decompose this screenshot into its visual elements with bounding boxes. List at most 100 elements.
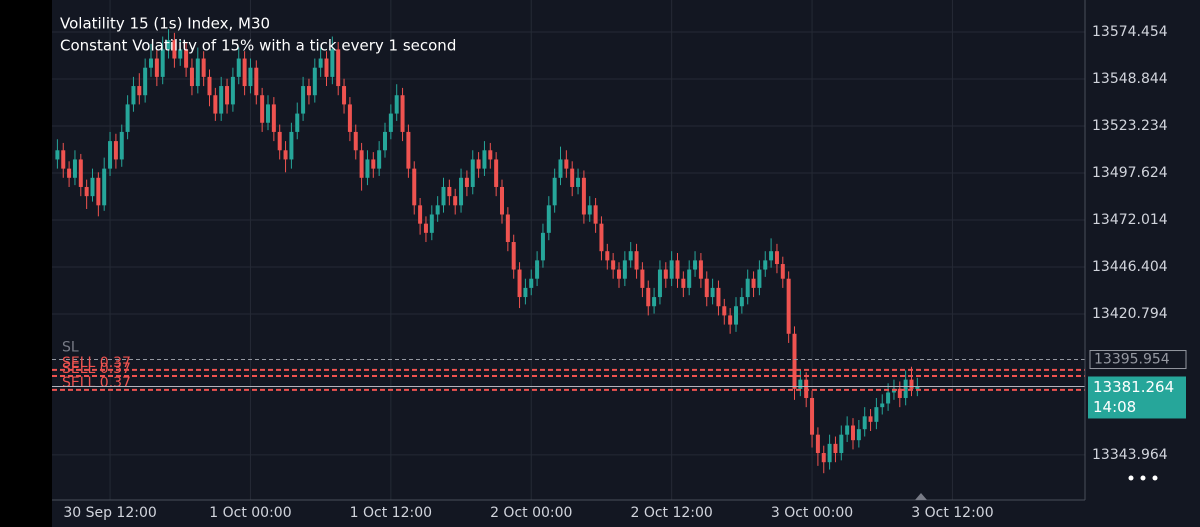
x-tick-label: 30 Sep 12:00 [63,505,156,521]
candle-body [851,425,855,441]
candle-body [663,269,668,279]
dot [1140,475,1146,481]
candle-body [599,223,604,252]
candle-body [418,205,423,224]
candle-body [511,242,516,270]
candle-body [394,95,399,114]
order-label: SELL 0.37 [62,355,131,371]
candle-body [564,159,569,169]
candle-body [277,131,282,151]
price-box [1088,376,1186,419]
candle-body [383,131,387,151]
candle-body [628,251,633,261]
candle-body [266,104,270,123]
chart-subtitle: Constant Volatility of 15% with a tick e… [60,37,456,55]
x-tick-label: 3 Oct 00:00 [771,505,853,521]
candle-body [149,58,153,68]
candle-body [915,386,920,389]
candle-body [681,278,686,288]
candle-body [108,141,113,169]
candle-body [523,287,528,298]
candle-body [260,95,265,123]
candle-body [113,141,118,160]
candle-body [581,177,586,215]
candle-body [675,260,680,279]
candle-body [336,49,341,87]
candle-body [704,278,709,298]
candle-body [839,434,844,454]
candle-body [72,159,77,178]
candle-body [347,104,352,132]
candle-body [464,177,469,187]
candle-body [429,214,434,233]
candle-body [593,205,598,224]
candle-body [178,49,183,59]
candle-body [798,379,803,389]
left-edge [0,0,52,527]
candle-body [862,416,867,430]
candle-body [189,67,194,87]
candle-body [494,159,499,187]
candle-body [271,104,276,132]
candle-body [687,269,692,288]
stop-loss-box [1089,350,1187,370]
candle-body [388,113,393,132]
x-tick-label: 2 Oct 12:00 [630,505,712,521]
candle-body [622,260,627,279]
plot [55,29,920,474]
y-tick-label: 13446.404 [1092,259,1168,275]
candle-body [459,177,464,206]
candle-body [84,186,89,197]
candle-body [248,67,253,87]
x-tick-label: 1 Oct 12:00 [350,505,432,521]
candle-body [792,333,797,389]
x-tick-label: 2 Oct 00:00 [490,505,572,521]
candle-body [827,443,832,463]
y-tick-label: 13574.454 [1092,24,1168,40]
chart-title: Volatility 15 (1s) Index, M30 [60,15,270,33]
candle-body [172,40,177,59]
menu-icon[interactable] [1128,475,1158,481]
candle-body [587,205,592,215]
candle-body [61,150,66,169]
candle-body [324,58,329,77]
candle-body [734,306,738,325]
candle-body [576,177,581,187]
candle-body [482,150,487,169]
candle-body [774,251,779,265]
candle-body [102,168,107,206]
price-label: 13381.264 [1093,378,1174,396]
candle-body [769,251,774,261]
y-tick-label: 13523.234 [1092,118,1168,134]
candle-body [447,186,452,197]
candle-body [874,407,879,422]
candle-body [505,214,510,243]
candle-body [453,196,458,206]
candle-body [242,58,247,87]
candle-body [131,86,136,105]
candle-body [201,58,206,77]
candle-body [470,159,475,187]
candle-body [55,150,60,160]
dot [1128,475,1134,481]
candle-body [745,278,750,298]
candle-body [763,260,768,270]
x-tick-label: 3 Oct 12:00 [911,505,993,521]
candle-body [617,269,621,279]
x-tick-label: 1 Oct 00:00 [209,505,291,521]
candle-body [605,251,610,261]
candle-body [160,49,165,77]
candle-body [488,150,493,160]
candle-body [693,260,698,270]
y-tick-label: 13472.014 [1092,212,1168,228]
candle-body [119,131,124,160]
candle-body [236,58,241,77]
candle-body [353,131,358,151]
candle-body [739,297,744,307]
candle-body [815,434,820,454]
candle-body [529,278,534,288]
candle-body [810,397,815,435]
stop-loss-price: 13395.954 [1094,352,1170,368]
